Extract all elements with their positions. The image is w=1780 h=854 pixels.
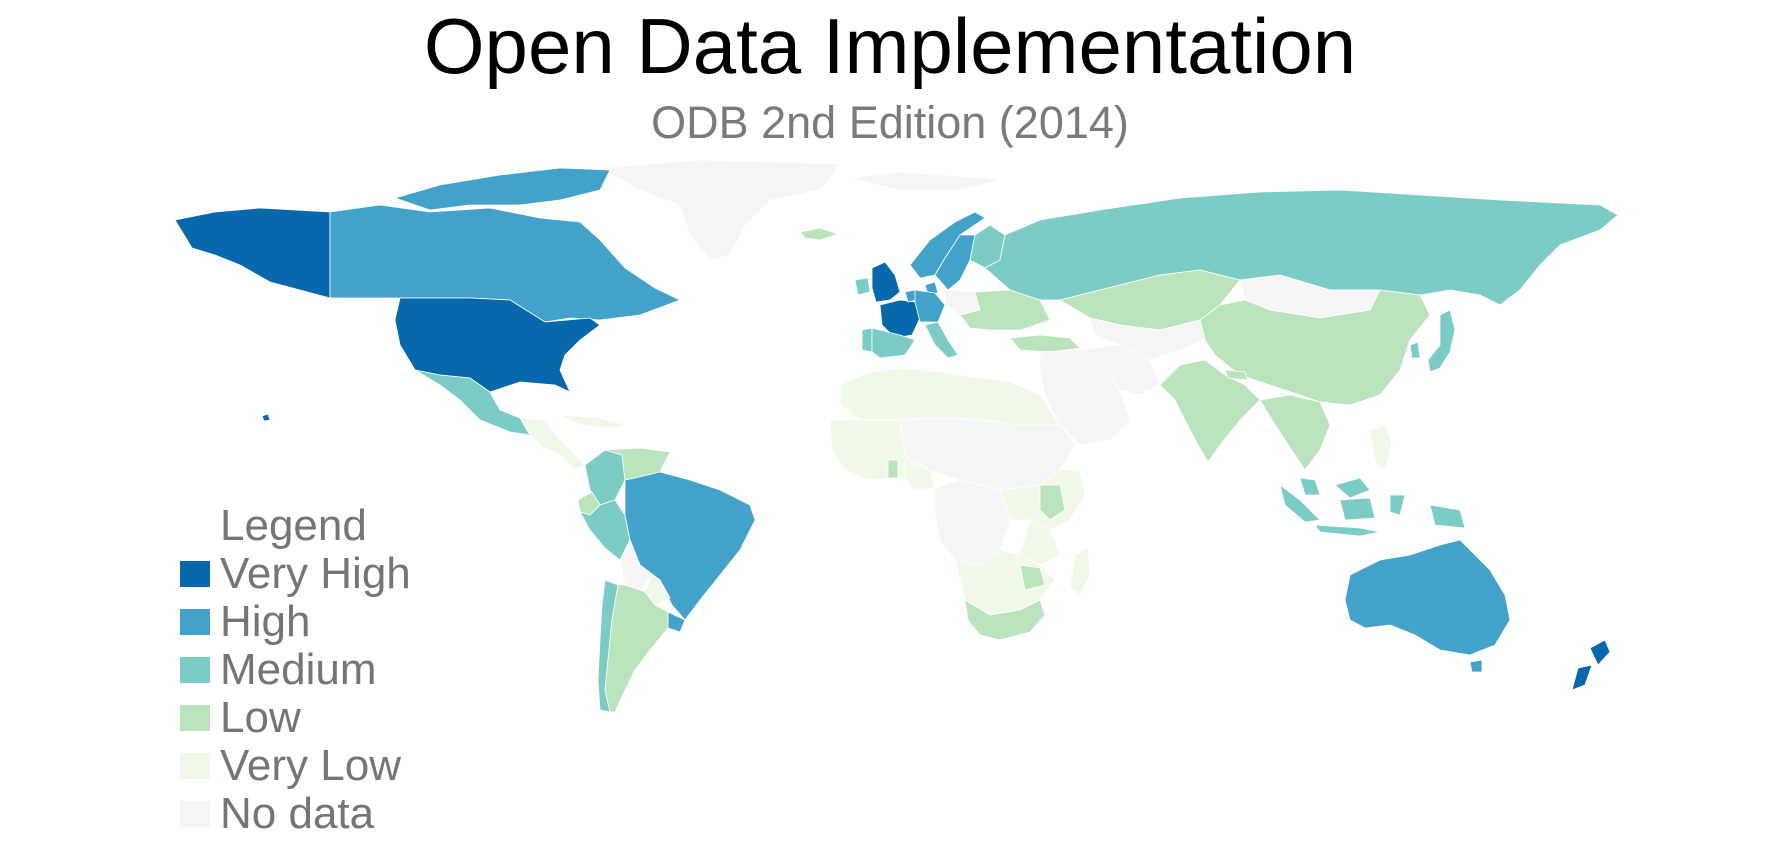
region-germany <box>914 289 946 323</box>
region-philippines <box>1369 424 1393 471</box>
region-zimbabwe <box>1019 564 1046 591</box>
region-portugal <box>861 327 873 353</box>
region-iceland <box>799 227 840 241</box>
region-argentina <box>604 584 669 713</box>
region-madagascar <box>1069 547 1091 596</box>
legend-item-no-data: No data <box>180 790 411 838</box>
legend-swatch <box>180 609 210 635</box>
region-indonesia <box>1429 504 1466 529</box>
legend-swatch <box>180 801 210 827</box>
legend-label: High <box>220 597 311 646</box>
region-kenya <box>1039 484 1066 521</box>
region-tasmania <box>1469 659 1483 673</box>
region-central-america <box>519 417 586 471</box>
legend-item-very-high: Very High <box>180 550 411 598</box>
region-new-zealand <box>1589 639 1611 666</box>
map-subtitle: ODB 2nd Edition (2014) <box>651 97 1129 148</box>
legend-item-very-low: Very Low <box>180 742 411 790</box>
legend-label: No data <box>220 789 375 838</box>
legend-item-high: High <box>180 598 411 646</box>
legend-label: Low <box>220 693 301 742</box>
region-nepal <box>1224 369 1249 381</box>
legend-swatch <box>180 753 210 779</box>
region-greenland <box>598 159 841 261</box>
region-south-africa <box>964 599 1046 641</box>
region-tanzania <box>1019 519 1061 566</box>
region-indonesia <box>1339 497 1376 521</box>
legend-label: Very Low <box>220 741 401 790</box>
region-greenland <box>849 171 1001 191</box>
region-south-korea <box>1409 341 1421 359</box>
region-canada <box>393 167 611 211</box>
legend-item-medium: Medium <box>180 646 411 694</box>
region-indonesia <box>1314 524 1381 537</box>
region-united-states <box>261 413 271 422</box>
region-paraguay <box>644 574 671 606</box>
region-norway <box>909 211 986 279</box>
region-alaska <box>174 207 331 299</box>
map-legend: Legend Very High High Medium Low Very Lo… <box>180 502 411 838</box>
region-australia <box>1344 539 1511 656</box>
region-indonesia <box>1279 484 1321 523</box>
legend-swatch <box>180 561 210 587</box>
region-spain <box>871 327 916 359</box>
legend-title: Legend <box>220 501 367 550</box>
region-malaysia <box>1334 477 1371 499</box>
legend-label: Very High <box>220 549 411 598</box>
region-malaysia <box>1299 477 1321 496</box>
legend-item-low: Low <box>180 694 411 742</box>
region-caribbean <box>559 414 626 429</box>
region-turkey <box>1009 334 1081 353</box>
legend-swatch <box>180 705 210 731</box>
region-united-kingdom <box>871 261 901 303</box>
legend-label: Medium <box>220 645 377 694</box>
region-japan <box>1427 309 1456 373</box>
region-nigeria <box>904 459 936 491</box>
region-italy <box>924 321 959 359</box>
region-ghana <box>887 459 899 479</box>
region-ireland <box>854 277 871 296</box>
region-france <box>879 299 921 339</box>
region-central-asia <box>1089 317 1206 361</box>
legend-swatch <box>180 657 210 683</box>
region-north-africa <box>839 367 1061 426</box>
region-indonesia <box>1389 494 1406 516</box>
region-southeast-asia <box>1259 394 1331 471</box>
map-title: Open Data Implementation <box>423 2 1357 90</box>
region-new-zealand <box>1571 664 1593 691</box>
region-india <box>1159 359 1261 463</box>
